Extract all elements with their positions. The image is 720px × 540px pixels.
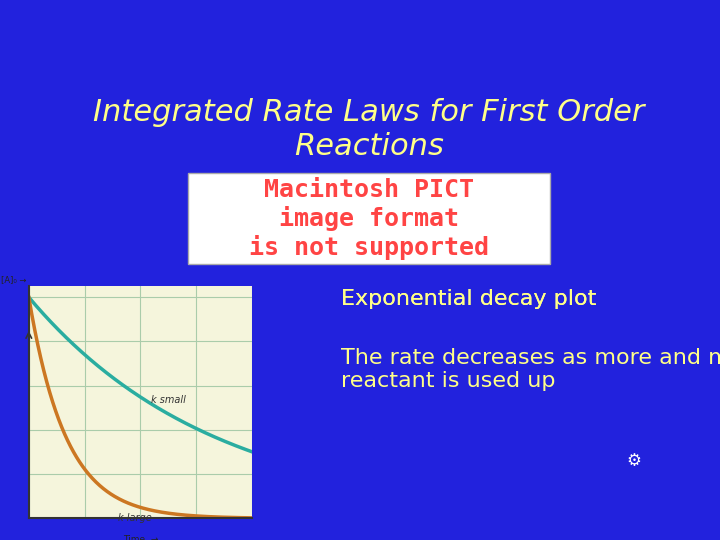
Text: Integrated Rate Laws for First Order
Reactions: Integrated Rate Laws for First Order Rea… [94,98,644,161]
Text: The rate decreases as more and more
reactant is used up: The rate decreases as more and more reac… [341,348,720,391]
Text: Time  →: Time → [122,535,158,540]
Text: Exponential decay plot: Exponential decay plot [341,289,596,309]
Text: ⚙: ⚙ [626,452,642,470]
FancyBboxPatch shape [188,173,550,265]
Text: k small: k small [151,395,186,405]
Text: Macintosh PICT
image format
is not supported: Macintosh PICT image format is not suppo… [249,178,489,260]
Text: [A]₀ →: [A]₀ → [1,275,27,284]
Text: k large: k large [118,513,152,523]
Text: Exponential decay plot: Exponential decay plot [341,289,596,309]
